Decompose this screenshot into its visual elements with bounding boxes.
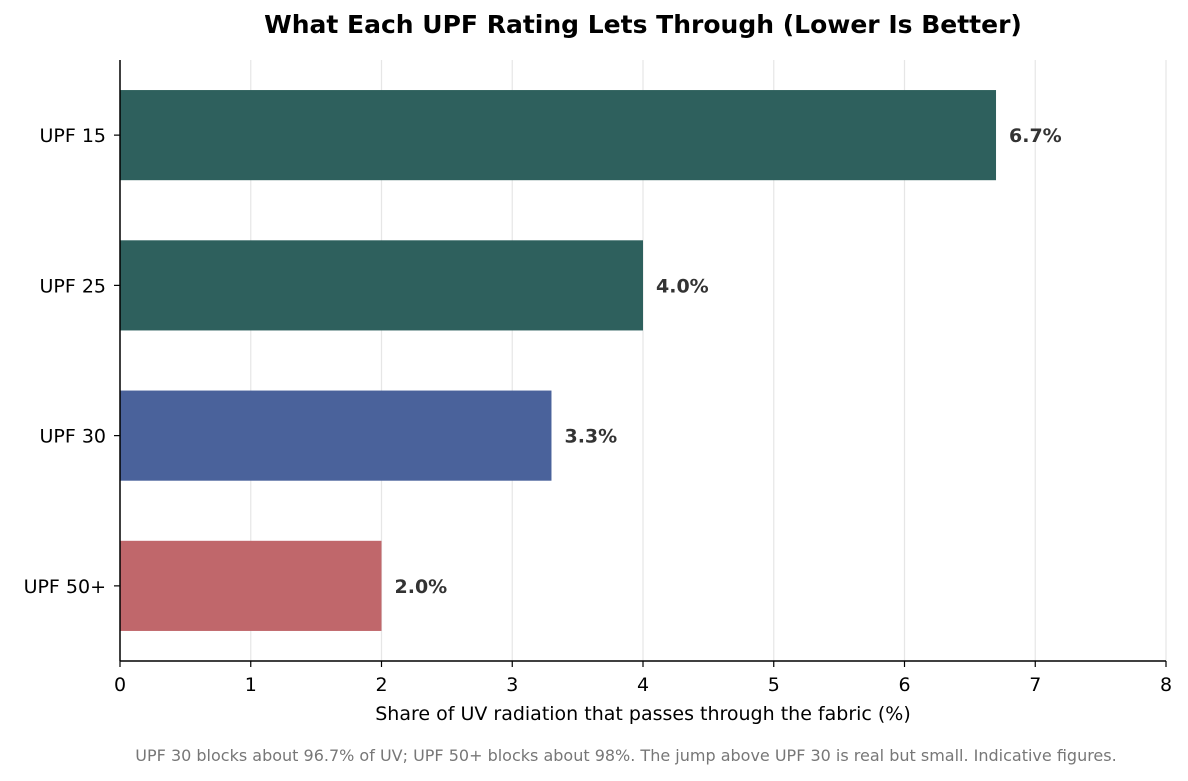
x-tick-label: 3 (506, 674, 518, 696)
bar-upf-50 (120, 540, 382, 631)
y-tick-label: UPF 25 (39, 275, 106, 297)
x-tick-label: 2 (375, 674, 387, 696)
bars (120, 90, 997, 631)
chart-footnote: UPF 30 blocks about 96.7% of UV; UPF 50+… (135, 746, 1117, 765)
bar-upf-30 (120, 390, 552, 481)
x-tick-label: 8 (1160, 674, 1172, 696)
x-tick-label: 1 (245, 674, 257, 696)
chart-title: What Each UPF Rating Lets Through (Lower… (264, 10, 1022, 39)
data-label: 4.0% (656, 275, 709, 297)
x-ticks: 0 1 2 3 4 5 6 7 8 (114, 661, 1172, 696)
data-label: 3.3% (564, 426, 617, 448)
x-tick-label: 4 (637, 674, 649, 696)
data-labels: 6.7% 4.0% 3.3% 2.0% (395, 125, 1062, 598)
x-tick-label: 7 (1029, 674, 1041, 696)
x-tick-label: 0 (114, 674, 126, 696)
data-label: 2.0% (395, 576, 448, 598)
y-ticks: UPF 15 UPF 25 UPF 30 UPF 50+ (24, 125, 120, 598)
data-label: 6.7% (1009, 125, 1062, 147)
y-tick-label: UPF 15 (39, 125, 106, 147)
x-axis-label: Share of UV radiation that passes throug… (375, 703, 911, 725)
bar-upf-15 (120, 90, 997, 181)
y-tick-label: UPF 50+ (24, 576, 106, 598)
x-tick-label: 6 (898, 674, 910, 696)
y-tick-label: UPF 30 (39, 426, 106, 448)
x-tick-label: 5 (768, 674, 780, 696)
bar-upf-25 (120, 240, 643, 331)
